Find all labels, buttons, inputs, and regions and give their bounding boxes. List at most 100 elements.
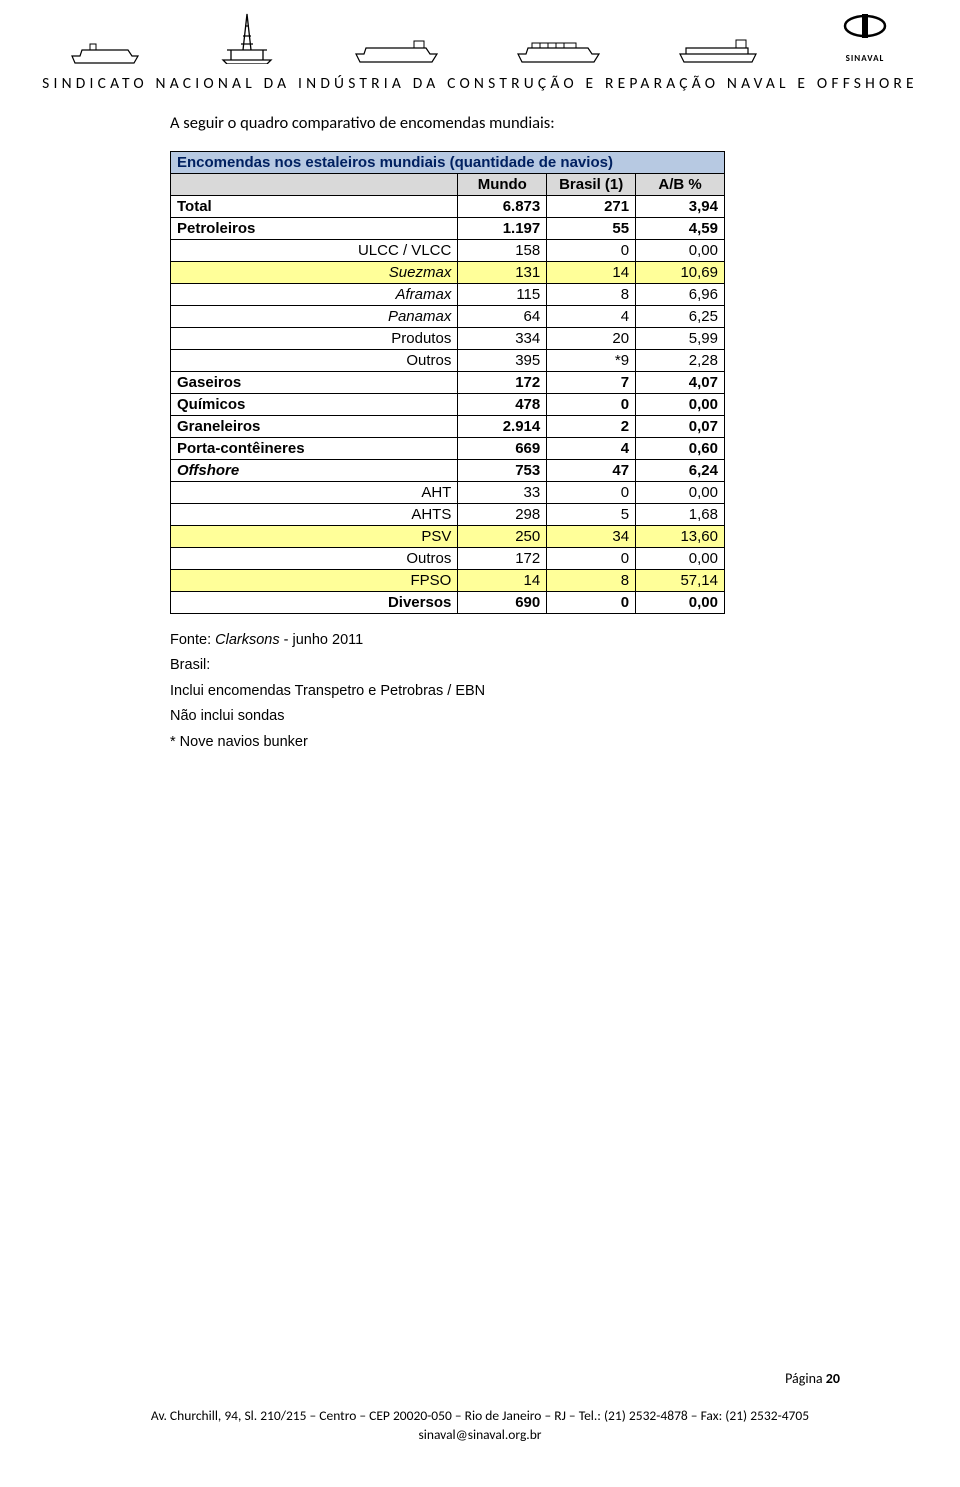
- row-value: 6,24: [636, 460, 725, 482]
- table-row: Petroleiros1.197554,59: [171, 218, 725, 240]
- row-value: 172: [458, 372, 547, 394]
- row-value: 0,00: [636, 240, 725, 262]
- row-value: 33: [458, 482, 547, 504]
- container-ship-icon: [516, 36, 601, 64]
- row-value: 7: [547, 372, 636, 394]
- row-value: 131: [458, 262, 547, 284]
- row-value: 8: [547, 570, 636, 592]
- row-value: 0: [547, 548, 636, 570]
- row-value: 0,00: [636, 394, 725, 416]
- table-row: AHT3300,00: [171, 482, 725, 504]
- row-label: Petroleiros: [171, 218, 458, 240]
- note-includes: Inclui encomendas Transpetro e Petrobras…: [170, 679, 820, 704]
- page-footer: Av. Churchill, 94, Sl. 210/215 – Centro …: [0, 1407, 960, 1445]
- table-row: Offshore753476,24: [171, 460, 725, 482]
- row-value: 4: [547, 438, 636, 460]
- row-label: Químicos: [171, 394, 458, 416]
- table-header-empty: [171, 174, 458, 196]
- row-value: 1.197: [458, 218, 547, 240]
- row-label: Graneleiros: [171, 416, 458, 438]
- row-value: 0,07: [636, 416, 725, 438]
- table-row: Produtos334205,99: [171, 328, 725, 350]
- row-value: 5,99: [636, 328, 725, 350]
- table-row: Suezmax1311410,69: [171, 262, 725, 284]
- row-value: 6,96: [636, 284, 725, 306]
- row-value: 753: [458, 460, 547, 482]
- row-value: 0: [547, 394, 636, 416]
- table-header-row: Mundo Brasil (1) A/B %: [171, 174, 725, 196]
- row-label: Porta-contêineres: [171, 438, 458, 460]
- table-title: Encomendas nos estaleiros mundiais (quan…: [171, 152, 725, 174]
- row-value: 6,25: [636, 306, 725, 328]
- table-row: ULCC / VLCC15800,00: [171, 240, 725, 262]
- row-value: 250: [458, 526, 547, 548]
- intro-text: A seguir o quadro comparativo de encomen…: [170, 113, 820, 133]
- row-value: 395: [458, 350, 547, 372]
- row-value: 478: [458, 394, 547, 416]
- row-value: 0,00: [636, 482, 725, 504]
- col-mundo: Mundo: [458, 174, 547, 196]
- note-asterisk: * Nove navios bunker: [170, 730, 820, 755]
- row-value: 10,69: [636, 262, 725, 284]
- row-value: 55: [547, 218, 636, 240]
- row-label: AHTS: [171, 504, 458, 526]
- row-value: 2: [547, 416, 636, 438]
- oil-rig-icon: [217, 10, 277, 64]
- row-label: PSV: [171, 526, 458, 548]
- note-brasil: Brasil:: [170, 653, 820, 678]
- footer-address: Av. Churchill, 94, Sl. 210/215 – Centro …: [0, 1407, 960, 1426]
- row-label: Outros: [171, 548, 458, 570]
- row-label: ULCC / VLCC: [171, 240, 458, 262]
- row-value: 669: [458, 438, 547, 460]
- row-label: Offshore: [171, 460, 458, 482]
- table-row: Porta-contêineres66940,60: [171, 438, 725, 460]
- table-row: Panamax6446,25: [171, 306, 725, 328]
- row-value: 34: [547, 526, 636, 548]
- row-value: *9: [547, 350, 636, 372]
- table-row: Aframax11586,96: [171, 284, 725, 306]
- row-value: 0: [547, 482, 636, 504]
- row-value: 3,94: [636, 196, 725, 218]
- row-value: 14: [458, 570, 547, 592]
- row-value: 0,00: [636, 592, 725, 614]
- col-brasil: Brasil (1): [547, 174, 636, 196]
- row-label: Aframax: [171, 284, 458, 306]
- table-row: Total6.8732713,94: [171, 196, 725, 218]
- row-value: 334: [458, 328, 547, 350]
- page-number: Página 20: [785, 1370, 840, 1387]
- row-value: 0: [547, 240, 636, 262]
- row-value: 5: [547, 504, 636, 526]
- row-value: 690: [458, 592, 547, 614]
- header-icon-row: SINAVAL: [0, 0, 960, 68]
- note-excludes: Não inclui sondas: [170, 704, 820, 729]
- table-row: Químicos47800,00: [171, 394, 725, 416]
- row-value: 20: [547, 328, 636, 350]
- table-row: PSV2503413,60: [171, 526, 725, 548]
- row-label: Total: [171, 196, 458, 218]
- row-label: Diversos: [171, 592, 458, 614]
- table-row: Diversos69000,00: [171, 592, 725, 614]
- footer-email: sinaval@sinaval.org.br: [0, 1426, 960, 1445]
- table-row: Gaseiros17274,07: [171, 372, 725, 394]
- row-label: Outros: [171, 350, 458, 372]
- row-value: 57,14: [636, 570, 725, 592]
- note-source: Fonte: Clarksons - junho 2011: [170, 628, 820, 653]
- row-value: 4,59: [636, 218, 725, 240]
- table-row: Outros395*92,28: [171, 350, 725, 372]
- row-value: 298: [458, 504, 547, 526]
- table-row: Outros17200,00: [171, 548, 725, 570]
- ship-icon-2: [354, 36, 439, 64]
- row-value: 6.873: [458, 196, 547, 218]
- col-ab: A/B %: [636, 174, 725, 196]
- sinaval-logo: SINAVAL: [840, 12, 890, 64]
- row-value: 271: [547, 196, 636, 218]
- row-value: 0,60: [636, 438, 725, 460]
- organization-name: SINDICATO NACIONAL DA INDÚSTRIA DA CONST…: [0, 68, 960, 113]
- row-label: Suezmax: [171, 262, 458, 284]
- table-row: FPSO14857,14: [171, 570, 725, 592]
- tanker-icon: [678, 36, 763, 64]
- row-value: 0: [547, 592, 636, 614]
- row-value: 2,28: [636, 350, 725, 372]
- row-label: Gaseiros: [171, 372, 458, 394]
- row-value: 158: [458, 240, 547, 262]
